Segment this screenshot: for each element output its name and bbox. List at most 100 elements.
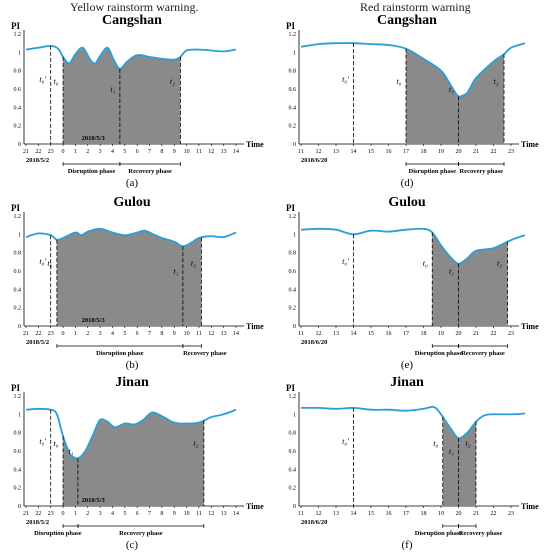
x-tick-label: 11 [196, 149, 202, 155]
x-axis-title: Time [521, 322, 539, 331]
y-tick-label: 0.2 [289, 124, 297, 130]
y-axis-title: PI [11, 21, 20, 31]
x-tick-label: 22 [491, 331, 497, 337]
chart-panel-c: Jinan PI Time 0 0.2 0.4 0.6 0.8 1 1.2 t₀' t₀ t₁ t₂ 21 2… [8, 374, 283, 555]
date-label: 2018/5/3 [82, 497, 106, 504]
y-tick-label: 0.2 [14, 486, 22, 492]
x-tick-label: 18 [421, 331, 427, 337]
y-tick-label: 1.2 [289, 32, 297, 38]
x-axis-title: Time [246, 322, 264, 331]
x-tick-label: 6 [136, 149, 139, 155]
x-tick-label: 21 [473, 511, 479, 517]
date-label: 2018/5/3 [82, 135, 106, 142]
marker-label: t₁ [173, 267, 178, 276]
y-tick-label: 0.2 [289, 486, 297, 492]
x-axis-title: Time [246, 140, 264, 149]
marker-label: t₁ [449, 447, 454, 456]
x-tick-label: 19 [438, 149, 444, 155]
shaded-area [406, 48, 504, 145]
phase-label: Disruption phase [96, 350, 144, 357]
x-tick-label: 21 [23, 331, 29, 337]
x-tick-label: 7 [148, 331, 151, 337]
x-tick-label: 13 [221, 149, 227, 155]
date-label: 2018/6/20 [301, 157, 327, 164]
marker-label: t₀ [396, 77, 401, 86]
x-tick-label: 8 [160, 511, 163, 517]
y-axis-title: PI [11, 383, 20, 393]
x-tick-label: 7 [148, 511, 151, 517]
y-tick-label: 0 [18, 504, 21, 510]
shaded-area [63, 47, 181, 145]
x-tick-label: 15 [368, 331, 374, 337]
series-line-PI [300, 405, 526, 440]
x-tick-label: 10 [184, 331, 190, 337]
phase-label: Recovery phase [119, 530, 163, 537]
x-tick-label: 17 [403, 149, 409, 155]
x-tick-label: 20 [456, 149, 462, 155]
x-tick-label: 2 [86, 511, 89, 517]
x-tick-label: 23 [48, 331, 54, 337]
y-tick-label: 0 [293, 142, 296, 148]
panel-caption: (c) [126, 539, 139, 551]
series-line-PI [25, 407, 237, 460]
y-tick-label: 0.6 [14, 269, 22, 275]
series-line-PI [300, 42, 526, 98]
marker-label: t₁ [68, 447, 73, 456]
marker-label: t₀ [47, 259, 52, 268]
x-tick-label: 3 [99, 511, 102, 517]
y-tick-label: 1 [293, 232, 296, 238]
y-tick-label: 0.8 [289, 69, 297, 75]
x-tick-label: 23 [48, 511, 54, 517]
x-tick-label: 0 [62, 511, 65, 517]
y-axis-title: PI [11, 203, 20, 213]
x-tick-label: 18 [421, 149, 427, 155]
phase-label: Disruption phase [415, 350, 463, 357]
x-tick-label: 14 [233, 511, 239, 517]
chart-panel-f: Jinan PI Time 0 0.2 0.4 0.6 0.8 1 1.2 t₀' t₀ t₁ t₂ 11 1… [283, 374, 550, 555]
x-tick-label: 5 [123, 149, 126, 155]
x-tick-label: 12 [316, 511, 322, 517]
chart-svg-f: Jinan PI Time 0 0.2 0.4 0.6 0.8 1 1.2 t₀' t₀ t₁ t₂ 11 1… [286, 375, 539, 551]
marker-label: t₂ [497, 259, 502, 268]
series-line-PI [25, 227, 237, 248]
y-tick-label: 0.6 [289, 87, 297, 93]
x-tick-label: 11 [196, 511, 202, 517]
chart-title: Gulou [388, 195, 426, 210]
y-tick-label: 0.4 [14, 467, 22, 473]
x-tick-label: 13 [221, 331, 227, 337]
x-tick-label: 2 [86, 149, 89, 155]
x-tick-label: 12 [208, 511, 214, 517]
marker-label: t₁ [449, 85, 454, 94]
x-tick-label: 17 [403, 511, 409, 517]
y-tick-label: 0.6 [14, 449, 22, 455]
x-tick-label: 15 [368, 149, 374, 155]
x-tick-label: 3 [99, 331, 102, 337]
x-tick-label: 4 [111, 149, 114, 155]
panel-caption: (b) [126, 359, 139, 371]
date-label: 2018/5/2 [26, 519, 49, 526]
shaded-area [442, 416, 476, 506]
x-tick-label: 1 [74, 511, 77, 517]
x-tick-label: 12 [208, 331, 214, 337]
x-tick-label: 21 [473, 149, 479, 155]
y-tick-label: 0.2 [289, 306, 297, 312]
y-tick-label: 0.8 [14, 251, 22, 257]
y-axis-title: PI [286, 203, 295, 213]
y-tick-label: 0.6 [14, 87, 22, 93]
y-tick-label: 0.4 [14, 105, 22, 111]
y-tick-label: 0 [18, 324, 21, 330]
x-tick-label: 11 [298, 511, 304, 517]
chart-svg-d: Cangshan PI Time 0 0.2 0.4 0.6 0.8 1 1.2 t₀' t₀ t₁ t₂… [286, 13, 539, 189]
chart-panel-a: Cangshan PI Time 0 0.2 0.4 0.6 0.8 1 1.2 t₀' t₀ t₁ t₂… [8, 12, 283, 193]
x-tick-label: 21 [23, 149, 29, 155]
x-tick-label: 12 [208, 149, 214, 155]
x-tick-label: 23 [508, 149, 514, 155]
y-tick-label: 1.2 [14, 214, 22, 220]
marker-label: t₂ [493, 77, 498, 86]
x-tick-label: 23 [508, 331, 514, 337]
phase-label: Recovery phase [459, 168, 503, 175]
phase-label: Disruption phase [409, 168, 457, 175]
x-tick-label: 12 [316, 149, 322, 155]
y-tick-label: 1.2 [289, 214, 297, 220]
